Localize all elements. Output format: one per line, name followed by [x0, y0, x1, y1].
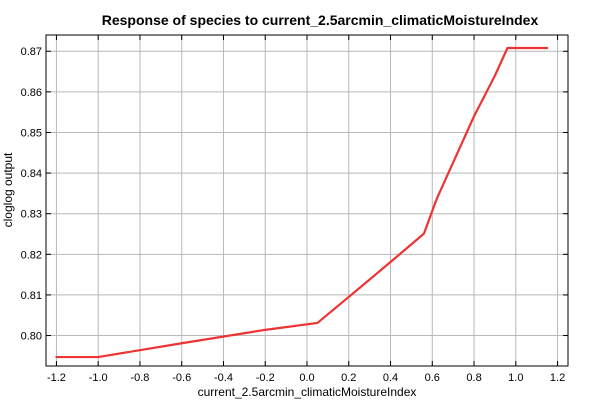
x-tick-label: -1.2 — [47, 372, 66, 384]
y-tick-label: 0.86 — [21, 87, 42, 99]
y-tick-label: 0.85 — [21, 127, 42, 139]
x-tick-label: 0.4 — [383, 372, 398, 384]
y-tick-label: 0.87 — [21, 46, 42, 58]
y-tick-label: 0.80 — [21, 331, 42, 343]
response-curve-line — [55, 46, 549, 359]
x-tick-label: 0.6 — [425, 372, 440, 384]
x-axis-label: current_2.5arcmin_climaticMoistureIndex — [198, 385, 417, 399]
y-tick-label: 0.83 — [21, 209, 42, 221]
x-tick-label: -1.0 — [89, 372, 108, 384]
x-tick-label: 1.0 — [508, 372, 523, 384]
grid-layer — [46, 35, 568, 366]
x-tick-label: -0.6 — [172, 372, 191, 384]
x-tick-label: -0.4 — [214, 372, 233, 384]
x-tick-label: 1.2 — [550, 372, 565, 384]
x-tick-label: -0.2 — [256, 372, 275, 384]
chart-title: Response of species to current_2.5arcmin… — [102, 12, 539, 28]
tick-layer: -1.2 -1.0 -0.8 -0.6 -0.4 -0.2 0.0 0.2 0.4 0.6 0.8 1… — [21, 35, 568, 384]
x-tick-label: 0.8 — [466, 372, 481, 384]
y-axis-label: cloglog output — [1, 152, 15, 227]
y-tick-label: 0.81 — [21, 290, 42, 302]
y-tick-label: 0.84 — [21, 168, 42, 180]
y-tick-label: 0.82 — [21, 249, 42, 261]
x-tick-label: -0.8 — [130, 372, 149, 384]
series-layer — [55, 46, 549, 359]
x-tick-label: 0.0 — [299, 372, 314, 384]
x-tick-label: 0.2 — [341, 372, 356, 384]
